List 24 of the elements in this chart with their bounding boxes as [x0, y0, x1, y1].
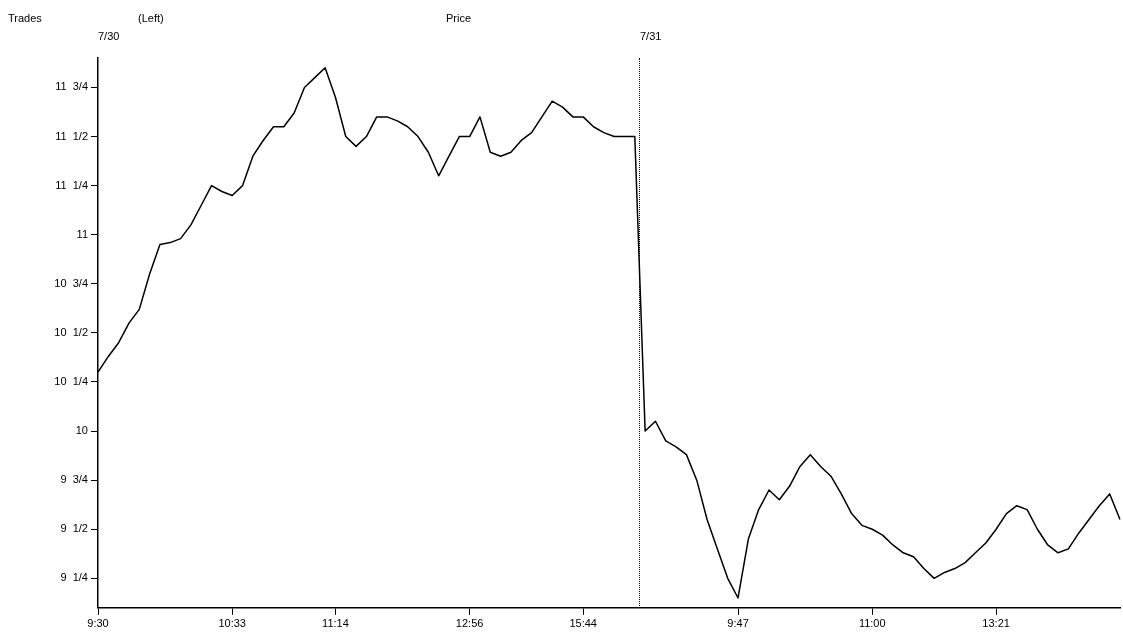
x-tick-label: 12:56 — [455, 617, 484, 630]
y-tick-label: 9 1/4 — [60, 571, 88, 584]
x-tick-label: 15:44 — [569, 617, 597, 630]
text: 7/31 — [639, 30, 662, 42]
y-tick-label: 10 1/4 — [54, 375, 88, 388]
x-tick-label: 9:47 — [727, 617, 749, 630]
y-tick-label: 9 3/4 — [60, 473, 88, 486]
y-tick-label: 10 1/2 — [54, 325, 88, 338]
x-tick-label: 9:30 — [87, 617, 109, 630]
text: (Left) — [138, 12, 164, 24]
y-tick-label: 10 — [75, 424, 88, 437]
x-tick-label: 11:14 — [322, 617, 349, 630]
y-tick-label: 11 1/2 — [55, 129, 88, 142]
y-tick-label: 9 1/2 — [60, 522, 88, 535]
y-tick-label: 11 — [76, 227, 88, 240]
x-tick-label: 13:21 — [982, 617, 1010, 630]
x-tick-label: 10:33 — [218, 617, 246, 630]
x-tick-label: 11:00 — [858, 617, 886, 630]
text: 7/30 — [98, 30, 120, 42]
y-tick-label: 11 1/4 — [55, 178, 88, 191]
chart-title: Price — [446, 12, 472, 24]
y-tick-label: 11 3/4 — [55, 80, 88, 93]
y-tick-label: 10 3/4 — [54, 276, 88, 289]
text: Trades — [8, 12, 43, 24]
